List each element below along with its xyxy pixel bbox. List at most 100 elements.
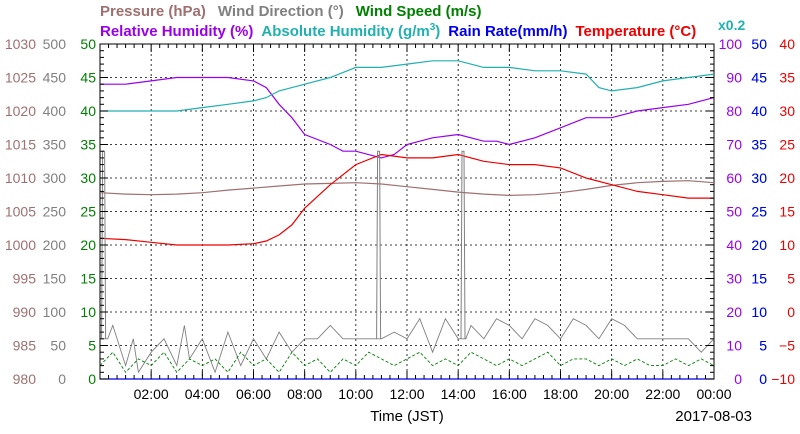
y-tick-label-right: 0 [734, 371, 742, 387]
x-tick-label: 14:00 [441, 386, 476, 402]
y-tick-label-left: 15 [80, 271, 96, 287]
y-tick-label-right: 20 [751, 237, 767, 253]
x-tick-label: 06:00 [236, 386, 271, 402]
x-tick-label: 08:00 [287, 386, 322, 402]
y-tick-label-right: 90 [726, 70, 742, 86]
y-tick-label-left: 10 [80, 304, 96, 320]
y-tick-label-right: 15 [751, 271, 767, 287]
y-tick-label-left: 1000 [5, 237, 36, 253]
y-tick-label-left: 100 [43, 304, 67, 320]
y-tick-label-right: 30 [751, 170, 767, 186]
y-tick-label-right: 40 [751, 103, 767, 119]
y-tick-label-right: 15 [751, 271, 767, 287]
series-line-ah [100, 60, 715, 112]
y-tick-label-right: 0 [787, 304, 795, 320]
series-line-wspd [99, 351, 715, 374]
y-tick-label-left: 45 [80, 70, 96, 86]
y-tick-label-right: 20 [779, 170, 795, 186]
y-tick-label-right: 50 [751, 36, 767, 52]
y-tick-label-left: 0 [58, 371, 66, 387]
y-tick-label-right: 50 [751, 36, 767, 52]
x-tick-label: 18:00 [543, 386, 578, 402]
y-tick-label-right: 40 [779, 36, 795, 52]
legend-entry: Temperature (°C) [575, 23, 696, 40]
y-tick-label-left: 1025 [5, 70, 36, 86]
y-tick-label-left: 250 [43, 204, 67, 220]
series-line-temp [99, 153, 714, 246]
wind-direction-spike [460, 150, 466, 339]
x-tick-label: 16:00 [492, 386, 527, 402]
y-tick-label-left: 1015 [5, 137, 36, 153]
y-tick-label-left: 985 [13, 338, 37, 354]
x-tick-label: 10:00 [338, 386, 373, 402]
y-tick-label-left: 5 [88, 338, 96, 354]
series-line-rh [100, 76, 715, 159]
y-tick-label-right: −10 [771, 371, 795, 387]
x-tick-label: 04:00 [185, 386, 220, 402]
x-tick-label: 20:00 [594, 386, 629, 402]
y-tick-label-right: 70 [726, 137, 742, 153]
y-tick-label-left: 980 [13, 371, 37, 387]
x-tick-label: 22:00 [645, 386, 680, 402]
y-tick-label-left: 1005 [5, 204, 36, 220]
y-tick-label-right: 40 [726, 237, 742, 253]
y-tick-label-right: 25 [751, 204, 767, 220]
y-tick-label-right: 35 [779, 70, 795, 86]
y-tick-label-right: 10 [751, 304, 767, 320]
y-tick-label-left: 995 [13, 271, 37, 287]
legend-entry: Wind Direction (°) [218, 3, 344, 20]
y-tick-label-right: 40 [751, 103, 767, 119]
y-tick-label-left: 20 [80, 237, 96, 253]
axes: 02:00 04:00 06:00 08:00 10:00 12:00 14:00 16:00… [5, 36, 795, 425]
y-tick-label-right: 30 [726, 271, 742, 287]
y-tick-label-right: 0 [759, 371, 767, 387]
y-tick-label-left: 500 [43, 36, 67, 52]
ah-scale-note: x0.2 [718, 17, 745, 33]
legend: Pressure (hPa) Wind Direction (°) Wind Spe… [100, 3, 745, 40]
legend-entry: Rain Rate(mm/h) [448, 23, 567, 40]
legend-entry: Relative Humidity (%) [100, 23, 253, 40]
y-tick-label-right: 0 [759, 371, 767, 387]
y-tick-label-left: 50 [50, 338, 66, 354]
y-tick-label-left: 50 [80, 36, 96, 52]
x-tick-label: 02:00 [134, 386, 169, 402]
legend-entry: Absolute Humidity (g/m3) [261, 22, 440, 40]
x-tick-label: 00:00 [696, 386, 731, 402]
y-tick-label-left: 350 [43, 137, 67, 153]
y-tick-label-right: 80 [726, 103, 742, 119]
y-tick-label-left: 25 [80, 204, 96, 220]
y-tick-label-left: 1030 [5, 36, 36, 52]
y-tick-label-right: 30 [751, 170, 767, 186]
y-tick-label-left: 150 [43, 271, 67, 287]
y-tick-label-right: 5 [759, 338, 767, 354]
y-tick-label-left: 35 [80, 137, 96, 153]
y-tick-label-right: −5 [779, 338, 795, 354]
y-tick-label-right: 20 [751, 237, 767, 253]
grid [99, 43, 715, 380]
y-tick-label-right: 45 [751, 70, 767, 86]
y-tick-label-right: 15 [779, 204, 795, 220]
series-line-pressure [99, 180, 715, 197]
y-tick-label-left: 990 [13, 304, 37, 320]
y-tick-label-left: 40 [80, 103, 96, 119]
y-tick-label-right: 20 [726, 304, 742, 320]
y-tick-label-left: 30 [80, 170, 96, 186]
y-tick-label-right: 50 [726, 204, 742, 220]
y-tick-label-left: 200 [43, 237, 67, 253]
y-tick-label-left: 1010 [5, 170, 36, 186]
y-tick-label-right: 45 [751, 70, 767, 86]
x-tick-label: 12:00 [389, 386, 424, 402]
x-axis-label: Time (JST) [370, 408, 444, 425]
y-tick-label-right: 35 [751, 137, 767, 153]
legend-entry: Pressure (hPa) [100, 3, 206, 20]
y-tick-label-right: 5 [787, 271, 795, 287]
y-tick-label-right: 25 [779, 137, 795, 153]
y-tick-label-right: 5 [759, 338, 767, 354]
y-tick-label-right: 60 [726, 170, 742, 186]
y-tick-label-right: 10 [751, 304, 767, 320]
y-tick-label-right: 10 [726, 338, 742, 354]
y-tick-label-right: 25 [751, 204, 767, 220]
y-tick-label-left: 300 [43, 170, 67, 186]
y-tick-label-left: 400 [43, 103, 67, 119]
